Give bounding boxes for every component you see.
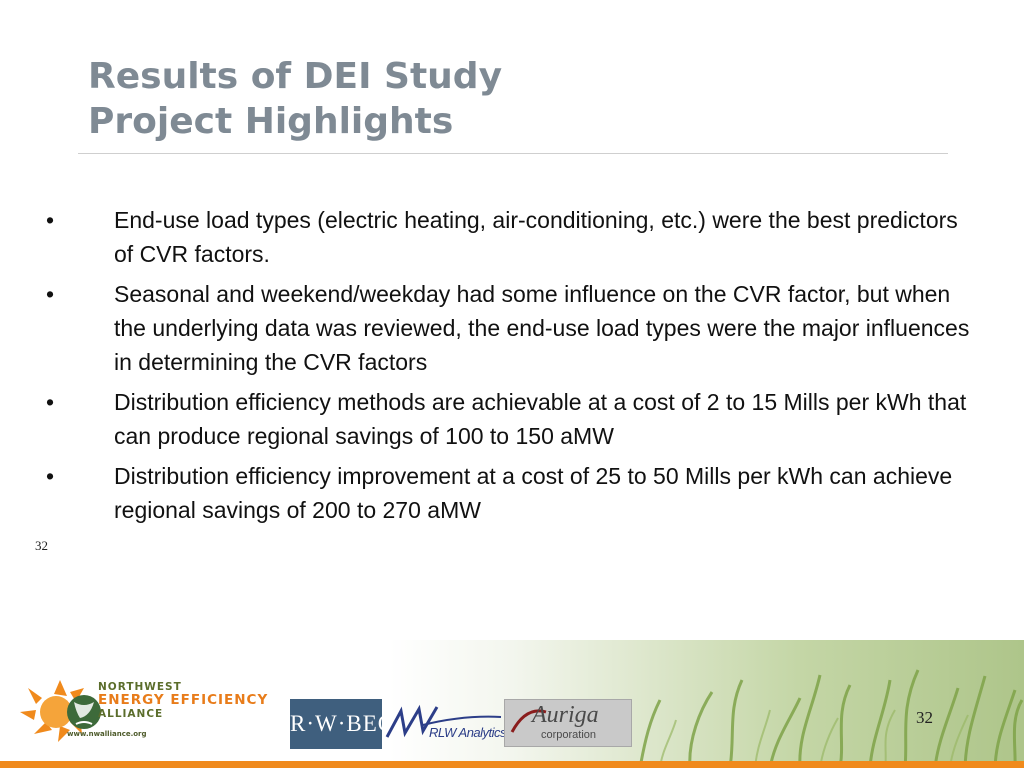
bullet-item: • Distribution efficiency methods are ach… <box>40 385 970 453</box>
auriga-logo <box>504 699 632 747</box>
auriga-name: Auriga <box>532 702 599 728</box>
rlw-swoosh-icon <box>385 704 502 738</box>
bullet-text: End-use load types (electric heating, ai… <box>114 207 958 267</box>
page-number: 32 <box>916 708 933 727</box>
neea-line-2: ENERGY EFFICIENCY <box>98 692 269 708</box>
bullet-text: Seasonal and weekend/weekday had some in… <box>114 281 970 375</box>
title-line-1: Results of DEI Study <box>88 56 503 97</box>
bullet-dot: • <box>45 207 55 233</box>
bullet-item: • Distribution efficiency improvement at … <box>40 459 970 527</box>
bullet-dot: • <box>45 463 55 489</box>
slide-title: Results of DEI Study Project Highlights <box>88 54 502 144</box>
neea-wordmark: NORTHWEST ENERGY EFFICIENCY ALLIANCE <box>98 681 268 720</box>
auriga-swoosh-icon <box>510 709 547 733</box>
title-divider <box>78 153 948 154</box>
neea-logo-mark <box>20 680 101 742</box>
neea-line-3: ALLIANCE <box>98 708 164 720</box>
bullet-text: Distribution efficiency improvement at a… <box>114 463 953 523</box>
bullet-list: • End-use load types (electric heating, a… <box>40 203 970 533</box>
rlw-logo-text: RLW Analytics <box>429 725 507 740</box>
footer-orange-bar <box>0 761 1024 768</box>
bullet-dot: • <box>45 281 55 307</box>
neea-url: www.nwalliance.org <box>67 730 147 738</box>
grass-illustration <box>638 669 1024 768</box>
auriga-subtitle: corporation <box>541 729 597 741</box>
neea-line-1: NORTHWEST <box>98 681 182 693</box>
title-line-2: Project Highlights <box>88 101 454 142</box>
bullet-item: • End-use load types (electric heating, a… <box>40 203 970 271</box>
bullet-text: Distribution efficiency methods are achi… <box>114 389 967 449</box>
bullet-dot: • <box>45 389 55 415</box>
ghost-slide-number: 32 <box>35 538 48 553</box>
rwbeck-logo: R·W·BECK <box>290 699 411 749</box>
globe-icon <box>67 695 101 729</box>
bullet-item: • Seasonal and weekend/weekday had some i… <box>40 277 970 379</box>
